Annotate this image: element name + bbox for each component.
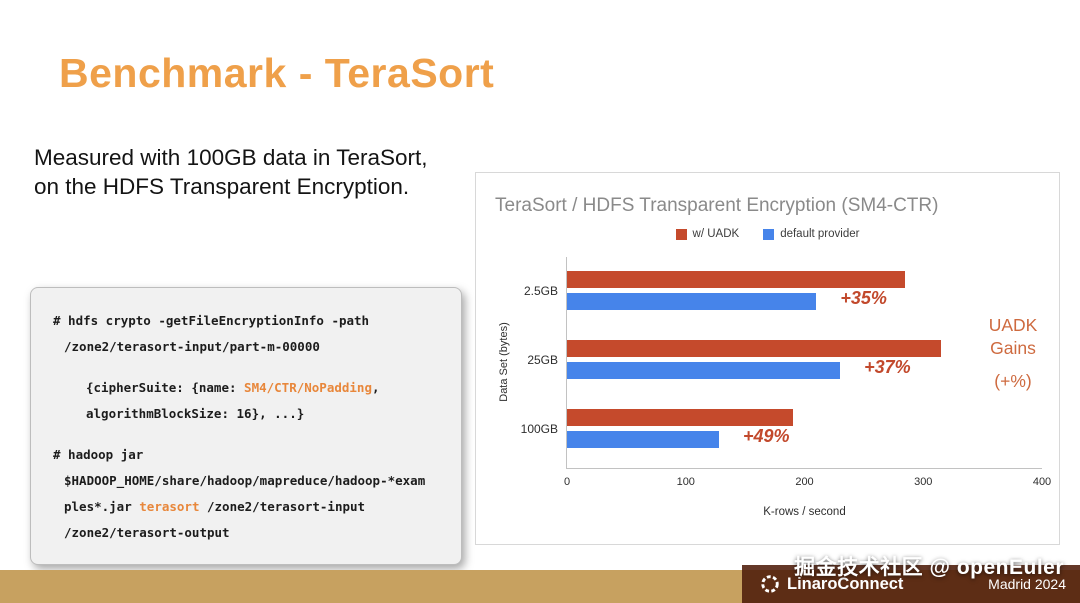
x-tick-label: 0 <box>563 476 571 488</box>
gain-label: +49% <box>743 426 790 446</box>
code-line: algorithmBlockSize: 16}, ...} <box>53 401 453 427</box>
bar-default-provider <box>567 362 841 379</box>
code-line: # hadoop jar <box>53 442 453 468</box>
uadk-gains-note: UADK Gains (+%) <box>968 314 1058 393</box>
x-tick-label: 200 <box>795 476 814 488</box>
bar-group: 2.5GB +35% <box>524 259 1042 328</box>
x-tick-label: 300 <box>914 476 933 488</box>
uadk-note-line: Gains <box>990 338 1036 358</box>
legend-item-default: default provider <box>763 228 859 240</box>
code-token: # hadoop jar <box>53 447 144 462</box>
code-line: {cipherSuite: {name: SM4/CTR/NoPadding, <box>53 375 453 401</box>
category-label: 2.5GB <box>523 284 558 298</box>
category-label: 100GB <box>520 422 558 436</box>
uadk-note-line: (+%) <box>994 371 1032 391</box>
bar-group: 100GB +49% <box>521 397 1042 466</box>
linaro-logo: LinaroConnect <box>760 574 903 594</box>
watermark: 掘金技术社区 @ openEuler <box>794 556 1064 579</box>
code-block: # hdfs crypto -getFileEncryptionInfo -pa… <box>30 287 462 565</box>
y-axis-label: Data Set (bytes) <box>498 322 510 402</box>
code-line <box>53 360 453 375</box>
slide-title: Benchmark - TeraSort <box>59 50 495 96</box>
code-accent-token: terasort <box>139 499 200 514</box>
bar-uadk <box>567 340 942 357</box>
chart-panel: TeraSort / HDFS Transparent Encryption (… <box>475 172 1060 545</box>
code-token: $HADOOP_HOME/share/hadoop/mapreduce/hado… <box>64 473 426 488</box>
legend-swatch-uadk <box>675 228 687 240</box>
code-line <box>53 427 453 442</box>
code-token: , <box>371 380 380 395</box>
chart-title: TeraSort / HDFS Transparent Encryption (… <box>495 195 939 216</box>
code-token: /zone2/terasort-input/part-m-00000 <box>64 339 320 354</box>
code-token: {cipherSuite: {name: <box>86 380 245 395</box>
legend-label-uadk: w/ UADK <box>692 228 740 240</box>
x-tick-label: 100 <box>676 476 695 488</box>
bar-group: 25GB +37% <box>527 328 1042 397</box>
bar-uadk <box>567 271 906 288</box>
category-label: 25GB <box>527 353 558 367</box>
bar-default-provider <box>567 293 817 310</box>
footer-event-label: Madrid 2024 <box>988 576 1066 592</box>
x-tick-label: 400 <box>1032 476 1052 488</box>
footer-brand-area: LinaroConnect Madrid 2024 <box>742 565 1080 603</box>
code-line: $HADOOP_HOME/share/hadoop/mapreduce/hado… <box>53 468 453 494</box>
legend-swatch-default <box>763 228 775 240</box>
code-line: /zone2/terasort-input/part-m-00000 <box>53 334 453 360</box>
x-axis-title: K-rows / second <box>763 506 846 518</box>
bar-uadk <box>567 409 793 426</box>
linaro-logo-text: LinaroConnect <box>787 574 904 593</box>
code-token: /zone2/terasort-output <box>64 525 230 540</box>
slide-body-text: Measured with 100GB data in TeraSort, on… <box>34 145 428 199</box>
plot-area: Data Set (bytes) 0 100 200 300 400 K-rows / … <box>498 257 1051 518</box>
legend-item-uadk: w/ UADK <box>675 228 740 240</box>
code-line: ples*.jar terasort /zone2/terasort-input <box>53 494 453 520</box>
code-line: /zone2/terasort-output <box>53 520 453 546</box>
linaro-logo-icon <box>761 575 779 593</box>
code-token: algorithmBlockSize: 16}, ...} <box>86 406 305 421</box>
legend-label-default: default provider <box>780 228 860 240</box>
code-token: /zone2/terasort-input <box>199 499 366 514</box>
bar-default-provider <box>567 431 719 448</box>
uadk-note-line: UADK <box>988 315 1038 335</box>
code-token: # hdfs crypto -getFileEncryptionInfo -pa… <box>53 313 370 328</box>
code-accent-token: SM4/CTR/NoPadding <box>244 380 372 395</box>
gain-label: +35% <box>840 288 887 308</box>
gain-label: +37% <box>864 357 911 377</box>
code-line: # hdfs crypto -getFileEncryptionInfo -pa… <box>53 308 453 334</box>
code-token: ples*.jar <box>64 499 140 514</box>
chart-legend: w/ UADK default provider <box>476 228 1059 240</box>
